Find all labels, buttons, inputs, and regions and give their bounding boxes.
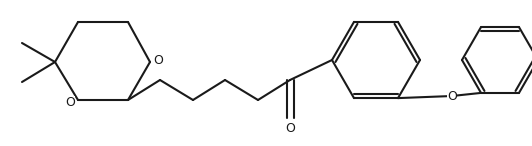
Text: O: O	[153, 53, 163, 66]
Text: O: O	[65, 95, 75, 108]
Text: O: O	[285, 121, 295, 134]
Text: O: O	[447, 89, 457, 102]
